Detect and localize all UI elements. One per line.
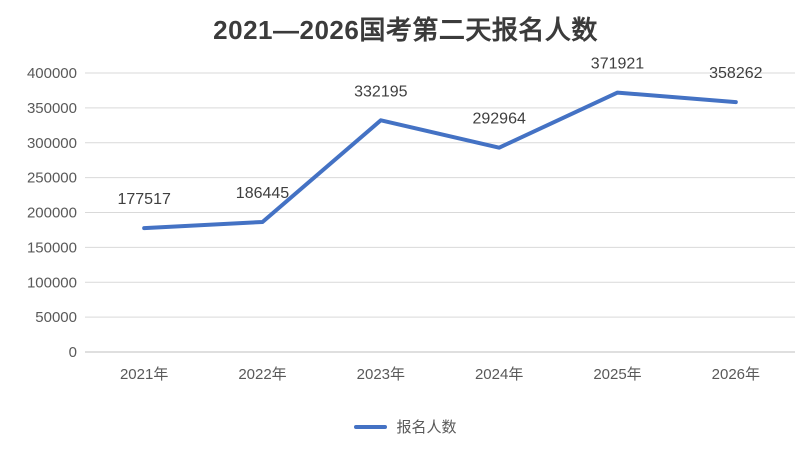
y-tick-label: 100000 — [27, 274, 77, 291]
chart-title: 2021—2026国考第二天报名人数 — [213, 15, 598, 45]
x-tick-label: 2024年 — [475, 366, 523, 383]
y-tick-label: 50000 — [35, 309, 77, 326]
data-label: 371921 — [591, 56, 644, 73]
x-tick-label: 2022年 — [238, 366, 286, 383]
y-tick-label: 300000 — [27, 135, 77, 152]
data-label: 177517 — [117, 191, 170, 208]
data-label: 186445 — [236, 185, 289, 202]
x-tick-label: 2026年 — [712, 366, 760, 383]
legend[interactable]: 报名人数 — [0, 416, 811, 437]
data-label: 358262 — [709, 65, 762, 82]
data-label: 332195 — [354, 83, 407, 100]
legend-line-swatch — [354, 424, 388, 429]
y-tick-label: 350000 — [27, 100, 77, 117]
y-tick-label: 150000 — [27, 239, 77, 256]
data-label: 292964 — [472, 111, 525, 128]
legend-series-label: 报名人数 — [396, 419, 457, 436]
x-tick-label: 2021年 — [120, 366, 168, 383]
y-tick-label: 250000 — [27, 170, 77, 187]
x-tick-label: 2023年 — [357, 366, 405, 383]
y-tick-label: 400000 — [27, 65, 77, 82]
series-line — [142, 90, 738, 231]
y-tick-label: 200000 — [27, 205, 77, 222]
y-tick-label: 0 — [69, 344, 77, 361]
x-tick-label: 2025年 — [593, 366, 641, 383]
